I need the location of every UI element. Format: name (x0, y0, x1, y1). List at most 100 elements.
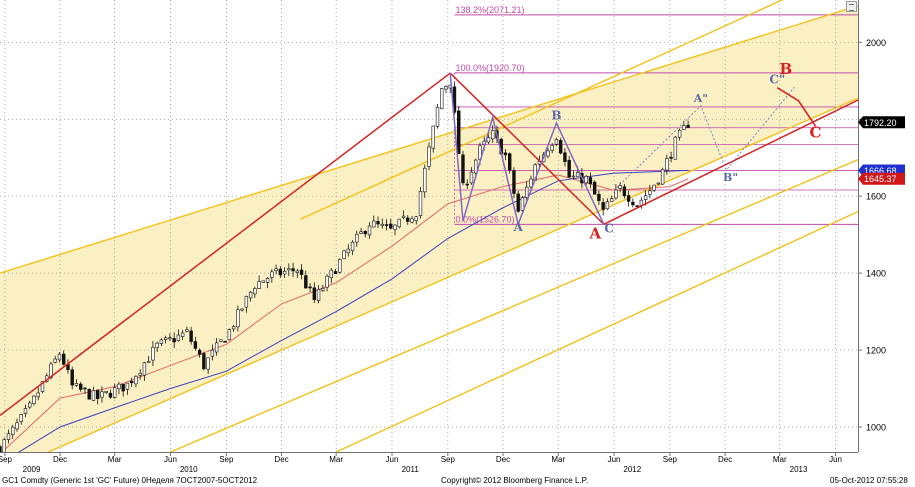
candle-body (491, 130, 495, 140)
candle-body (202, 353, 206, 370)
candle-body (104, 390, 108, 393)
candle-body (206, 357, 210, 370)
candle-body (236, 309, 240, 328)
candle-body (329, 269, 334, 278)
wave-label: C (810, 124, 822, 142)
candle-body (414, 216, 418, 221)
moving-average-line (18, 169, 689, 452)
candle-body (244, 296, 249, 308)
channel-line (335, 210, 858, 452)
candle-body (342, 250, 346, 259)
x-year-label: 2010 (180, 465, 198, 474)
chart-footer: GC1 Comdty (Generic 1st 'GC' Future) 0Не… (0, 474, 915, 487)
x-tick-label: Dec (274, 455, 288, 464)
candle-body (524, 186, 529, 198)
moving-average-line (1, 174, 689, 452)
price-marker-box (858, 172, 905, 185)
candle-body (32, 395, 36, 404)
y-tick-label: 1400 (866, 269, 886, 279)
candle-body (550, 145, 554, 151)
candle-body (138, 373, 142, 376)
candle-body (219, 339, 223, 342)
x-tick-label: Mar (108, 455, 122, 464)
candle-body (151, 346, 155, 361)
candle-body (117, 383, 121, 389)
channel-line (300, 0, 784, 220)
x-tick-label: Jun (829, 455, 842, 464)
wave-label: A" (693, 92, 708, 105)
candle-body (321, 288, 325, 291)
candle-body (461, 154, 465, 184)
x-tick-label: Sep (0, 455, 13, 464)
candle-body (520, 197, 525, 211)
trend-line (449, 72, 605, 225)
candle-body (355, 234, 359, 243)
timestamp-label: 05-Oct-2012 07:55:28 (830, 476, 908, 485)
chart-options-icon[interactable] (846, 1, 857, 12)
x-tick-label: Sep (441, 455, 456, 464)
candle-body (346, 248, 350, 254)
x-tick-label: Sep (219, 455, 234, 464)
channel-line (0, 5, 858, 274)
x-tick-label: Dec (718, 455, 732, 464)
x-tick-label: Jun (386, 455, 399, 464)
candle-body (155, 342, 159, 348)
candle-body (609, 198, 614, 202)
channel-line (170, 158, 858, 452)
candle-body (643, 195, 648, 201)
y-tick-label: 1200 (866, 346, 886, 356)
candle-body (197, 349, 202, 355)
candle-body (142, 362, 147, 376)
candle-body (614, 189, 618, 199)
channel-band-layer (0, 5, 858, 452)
candle-body (91, 390, 96, 401)
instrument-label: GC1 Comdty (Generic 1st 'GC' Future) 0Не… (2, 476, 258, 485)
trend-line (603, 99, 858, 225)
wave-label: A (588, 225, 601, 243)
candle-body (338, 259, 342, 273)
candle-body (367, 225, 372, 236)
candle-body (431, 125, 435, 149)
candle-body (427, 146, 431, 167)
candle-body (406, 217, 410, 222)
candle-body (79, 383, 83, 390)
candle-body (333, 271, 338, 275)
candle-body (227, 329, 232, 341)
x-tick-label: Mar (329, 455, 343, 464)
candle-body (172, 338, 176, 343)
candle-body (465, 183, 469, 186)
candle-body (40, 381, 45, 392)
candle-body (440, 88, 444, 110)
x-tick-label: Jun (164, 455, 177, 464)
candle-body (389, 223, 393, 229)
candle-body (112, 387, 117, 398)
candle-body (376, 221, 380, 225)
candle-body (665, 158, 669, 171)
candle-body (253, 288, 257, 295)
candle-body (622, 186, 627, 197)
candle-body (363, 231, 367, 235)
price-marker-label: 1666.68 (864, 166, 897, 176)
candle-body (474, 159, 478, 174)
wave-label: C (604, 222, 614, 236)
y-tick-label: 2000 (866, 38, 886, 48)
x-tick-label: Sep (663, 455, 678, 464)
candle-body (384, 224, 389, 226)
candle-body (108, 392, 113, 398)
candle-body (401, 215, 406, 219)
candle-body (418, 191, 423, 216)
x-tick-label: Dec (496, 455, 510, 464)
candle-body (159, 339, 164, 344)
candle-body (70, 369, 74, 386)
candle-body (2, 439, 6, 452)
candle-body (83, 387, 87, 390)
y-tick-label: 1000 (866, 422, 886, 432)
candle-body (223, 340, 227, 343)
candle-body (23, 408, 28, 415)
fib-level-label: 0.0%(1526.70) (455, 214, 514, 224)
pattern-layer (0, 72, 858, 417)
channel-lines-layer (0, 0, 858, 452)
price-marker-box (858, 116, 905, 129)
